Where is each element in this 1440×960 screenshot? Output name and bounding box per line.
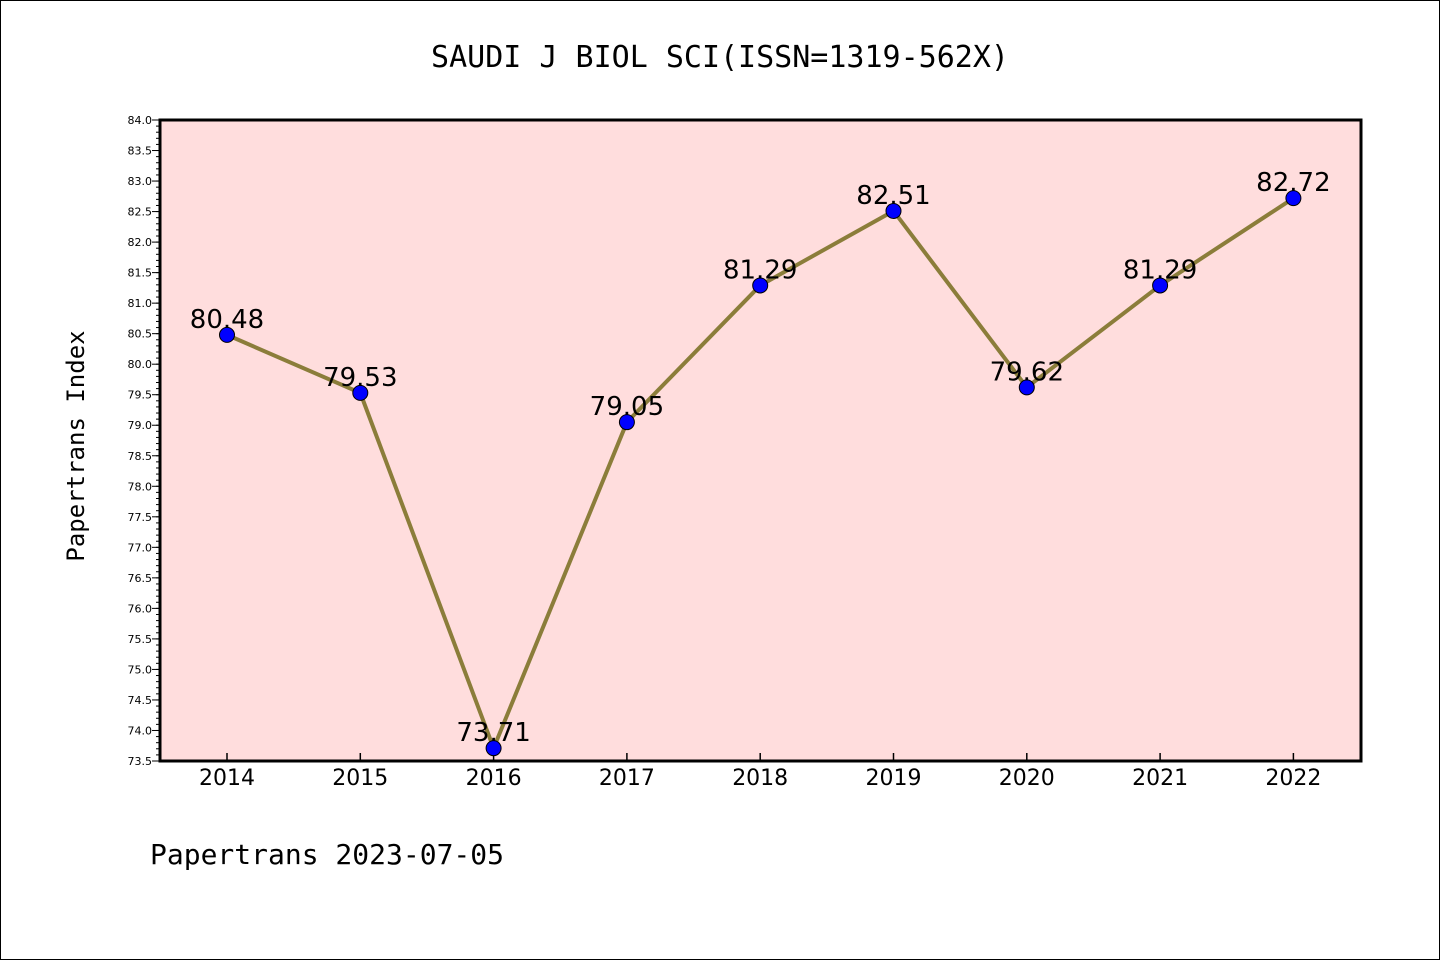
x-axis: 2014 2015 2016 2017 2018 2019 2020 2021 2022	[199, 753, 1321, 791]
plot-area	[160, 120, 1361, 761]
data-label: 79.62	[990, 357, 1064, 387]
data-point	[219, 326, 235, 343]
series-markers	[219, 190, 1302, 757]
y-tick-label: 83.5	[128, 145, 153, 158]
data-label: 80.48	[190, 305, 264, 335]
y-tick-label: 75.5	[128, 633, 153, 646]
y-tick-label: 83.0	[128, 175, 153, 188]
data-label: 73.71	[456, 718, 530, 748]
data-labels: 80.48 79.53 73.71 79.05 81.29 82.51 79.62 81.29…	[190, 168, 1331, 748]
data-point	[1285, 190, 1302, 207]
data-label: 79.53	[323, 363, 397, 393]
data-label: 81.29	[1123, 255, 1197, 285]
y-tick-label: 82.0	[128, 236, 153, 249]
y-tick-label: 75.0	[128, 663, 153, 676]
y-tick-label: 80.0	[128, 358, 153, 371]
y-tick-label: 82.5	[128, 206, 153, 219]
y-tick-label: 76.0	[128, 602, 153, 615]
y-tick-label: 81.5	[128, 267, 153, 280]
data-label: 82.72	[1256, 168, 1330, 198]
y-tick-label: 79.0	[128, 419, 153, 432]
data-point	[485, 740, 502, 757]
y-tick-label: 77.5	[128, 511, 153, 524]
y-tick-label: 73.5	[128, 755, 153, 768]
x-tick-label: 2014	[199, 766, 255, 791]
data-point	[1152, 277, 1169, 294]
data-point	[1018, 379, 1035, 396]
footer-text: Papertrans 2023-07-05	[150, 838, 504, 871]
plot-border	[158, 118, 1363, 763]
x-tick-label: 2017	[599, 766, 655, 791]
y-tick-label: 78.5	[128, 450, 153, 463]
x-tick-label: 2018	[732, 766, 788, 791]
x-tick-label: 2020	[999, 766, 1055, 791]
y-tick-label: 74.0	[128, 724, 153, 737]
data-point	[618, 414, 635, 431]
chart-title: SAUDI J BIOL SCI(ISSN=1319-562X)	[431, 40, 1009, 75]
data-label: 81.29	[723, 255, 797, 285]
y-tick-label: 74.5	[128, 694, 153, 707]
y-axis-label: Papertrans Index	[62, 330, 90, 561]
y-tick-label: 77.0	[128, 541, 153, 554]
x-tick-label: 2019	[866, 766, 922, 791]
y-tick-label: 80.5	[128, 328, 153, 341]
x-tick-label: 2021	[1132, 766, 1188, 791]
y-tick-label: 84.0	[128, 114, 153, 127]
data-label: 82.51	[856, 181, 930, 211]
y-tick-label: 76.5	[128, 572, 153, 585]
x-tick-label: 2015	[332, 766, 388, 791]
data-point	[352, 384, 369, 401]
data-label: 79.05	[590, 392, 664, 422]
y-tick-label: 78.0	[128, 480, 153, 493]
y-tick-label: 81.0	[128, 297, 153, 310]
data-point	[885, 202, 902, 219]
x-tick-label: 2016	[466, 766, 522, 791]
y-tick-label: 79.5	[128, 389, 153, 402]
data-point	[752, 277, 769, 294]
x-tick-label: 2022	[1265, 766, 1321, 791]
y-axis: 73.5 74.0 74.5 75.0 75.5 76.0 76.5 77.0 77.5 78.0…	[128, 114, 160, 768]
